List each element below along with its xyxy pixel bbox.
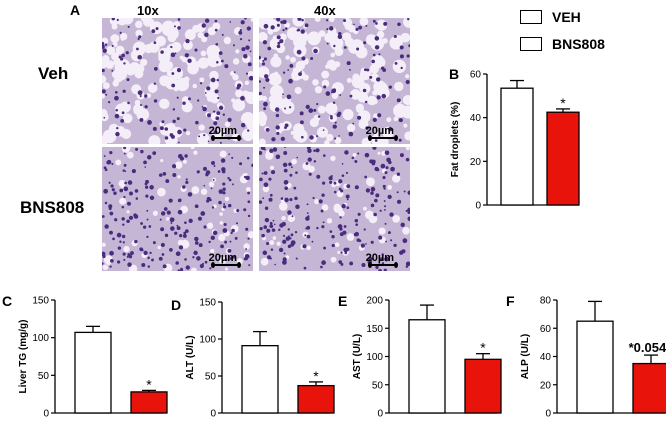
bar-E-veh [408,319,446,414]
y-axis-label-B: Fat droplets (%) [450,102,461,178]
bar-B-bns808 [546,111,580,206]
tissue-texture [259,147,410,271]
y-tick-label-C: 150 [32,296,49,307]
bar-C-veh [74,331,112,414]
tissue-texture [102,147,253,271]
y-axis-label-D: ALT (U/L) [185,335,196,379]
y-axis-label-F: ALP (U/L) [520,334,531,379]
row-label-bns808: BNS808 [20,198,85,217]
bar-E-bns808 [464,358,502,414]
significance-B: * [560,95,566,111]
row-label-veh: Veh [38,64,69,83]
y-tick-label-D: 150 [199,298,216,309]
y-tick-label-E: 0 [377,409,383,420]
legend-label-veh: VEH [552,9,581,25]
panel-label-b: B [449,66,460,82]
scale-bar [368,262,398,268]
y-tick-label-C: 50 [38,371,50,382]
significance-F: *0.0544 [629,340,666,355]
bar-D-bns808 [297,384,335,414]
micrograph-veh-10x: 20µm [102,18,253,144]
micrograph-bns808-40x: 20µm [259,147,410,271]
y-axis-label-C: Liver TG (mg/g) [18,320,29,394]
tissue-texture [259,18,410,144]
scale-bar [368,135,398,141]
y-tick-label-B: 0 [475,201,481,212]
bar-B-veh [500,87,534,206]
y-tick-label-E: 150 [366,324,383,335]
significance-E: * [480,340,486,356]
legend-label-bns808: BNS808 [552,36,605,52]
column-label-10x: 10x [137,3,159,18]
scale-bar-label: 20µm [208,125,237,137]
y-tick-label-E: 200 [366,296,383,307]
scale-bar-label: 20µm [365,125,394,137]
scale-bar [211,262,241,268]
y-tick-label-B: 60 [470,70,482,81]
y-tick-label-C: 0 [43,409,49,420]
y-tick-label-B: 20 [470,157,482,168]
column-label-40x: 40x [314,3,336,18]
y-tick-label-D: 50 [205,372,217,383]
significance-C: * [146,376,152,392]
micrograph-veh-40x: 20µm [259,18,410,144]
y-tick-label-F: 40 [540,352,552,363]
tissue-texture [102,18,253,144]
scale-bar-label: 20µm [208,252,237,264]
panel-label-e: E [338,293,348,309]
bar-D-veh [241,345,279,414]
y-tick-label-B: 40 [470,113,482,124]
y-tick-label-F: 80 [540,296,552,307]
y-axis-label-E: AST (U/L) [352,334,363,380]
legend-swatch-veh [520,10,542,24]
significance-D: * [313,368,319,384]
panel-label-a: A [70,2,81,18]
bar-F-veh [576,320,614,414]
y-tick-label-F: 20 [540,380,552,391]
panel-label-f: F [506,293,515,309]
scale-bar-label: 20µm [365,252,394,264]
micrograph-bns808-10x: 20µm [102,147,253,271]
panel-label-c: C [2,293,13,309]
y-tick-label-D: 0 [210,409,216,420]
y-tick-label-F: 60 [540,324,552,335]
panel-label-d: D [171,297,182,313]
y-tick-label-C: 100 [32,333,49,344]
legend-swatch-bns808 [520,37,542,51]
bar-C-bns808 [130,391,168,414]
y-tick-label-D: 100 [199,335,216,346]
y-tick-label-E: 50 [372,380,384,391]
scale-bar [211,135,241,141]
y-tick-label-E: 100 [366,352,383,363]
bar-F-bns808 [632,362,666,414]
y-tick-label-F: 0 [545,409,551,420]
